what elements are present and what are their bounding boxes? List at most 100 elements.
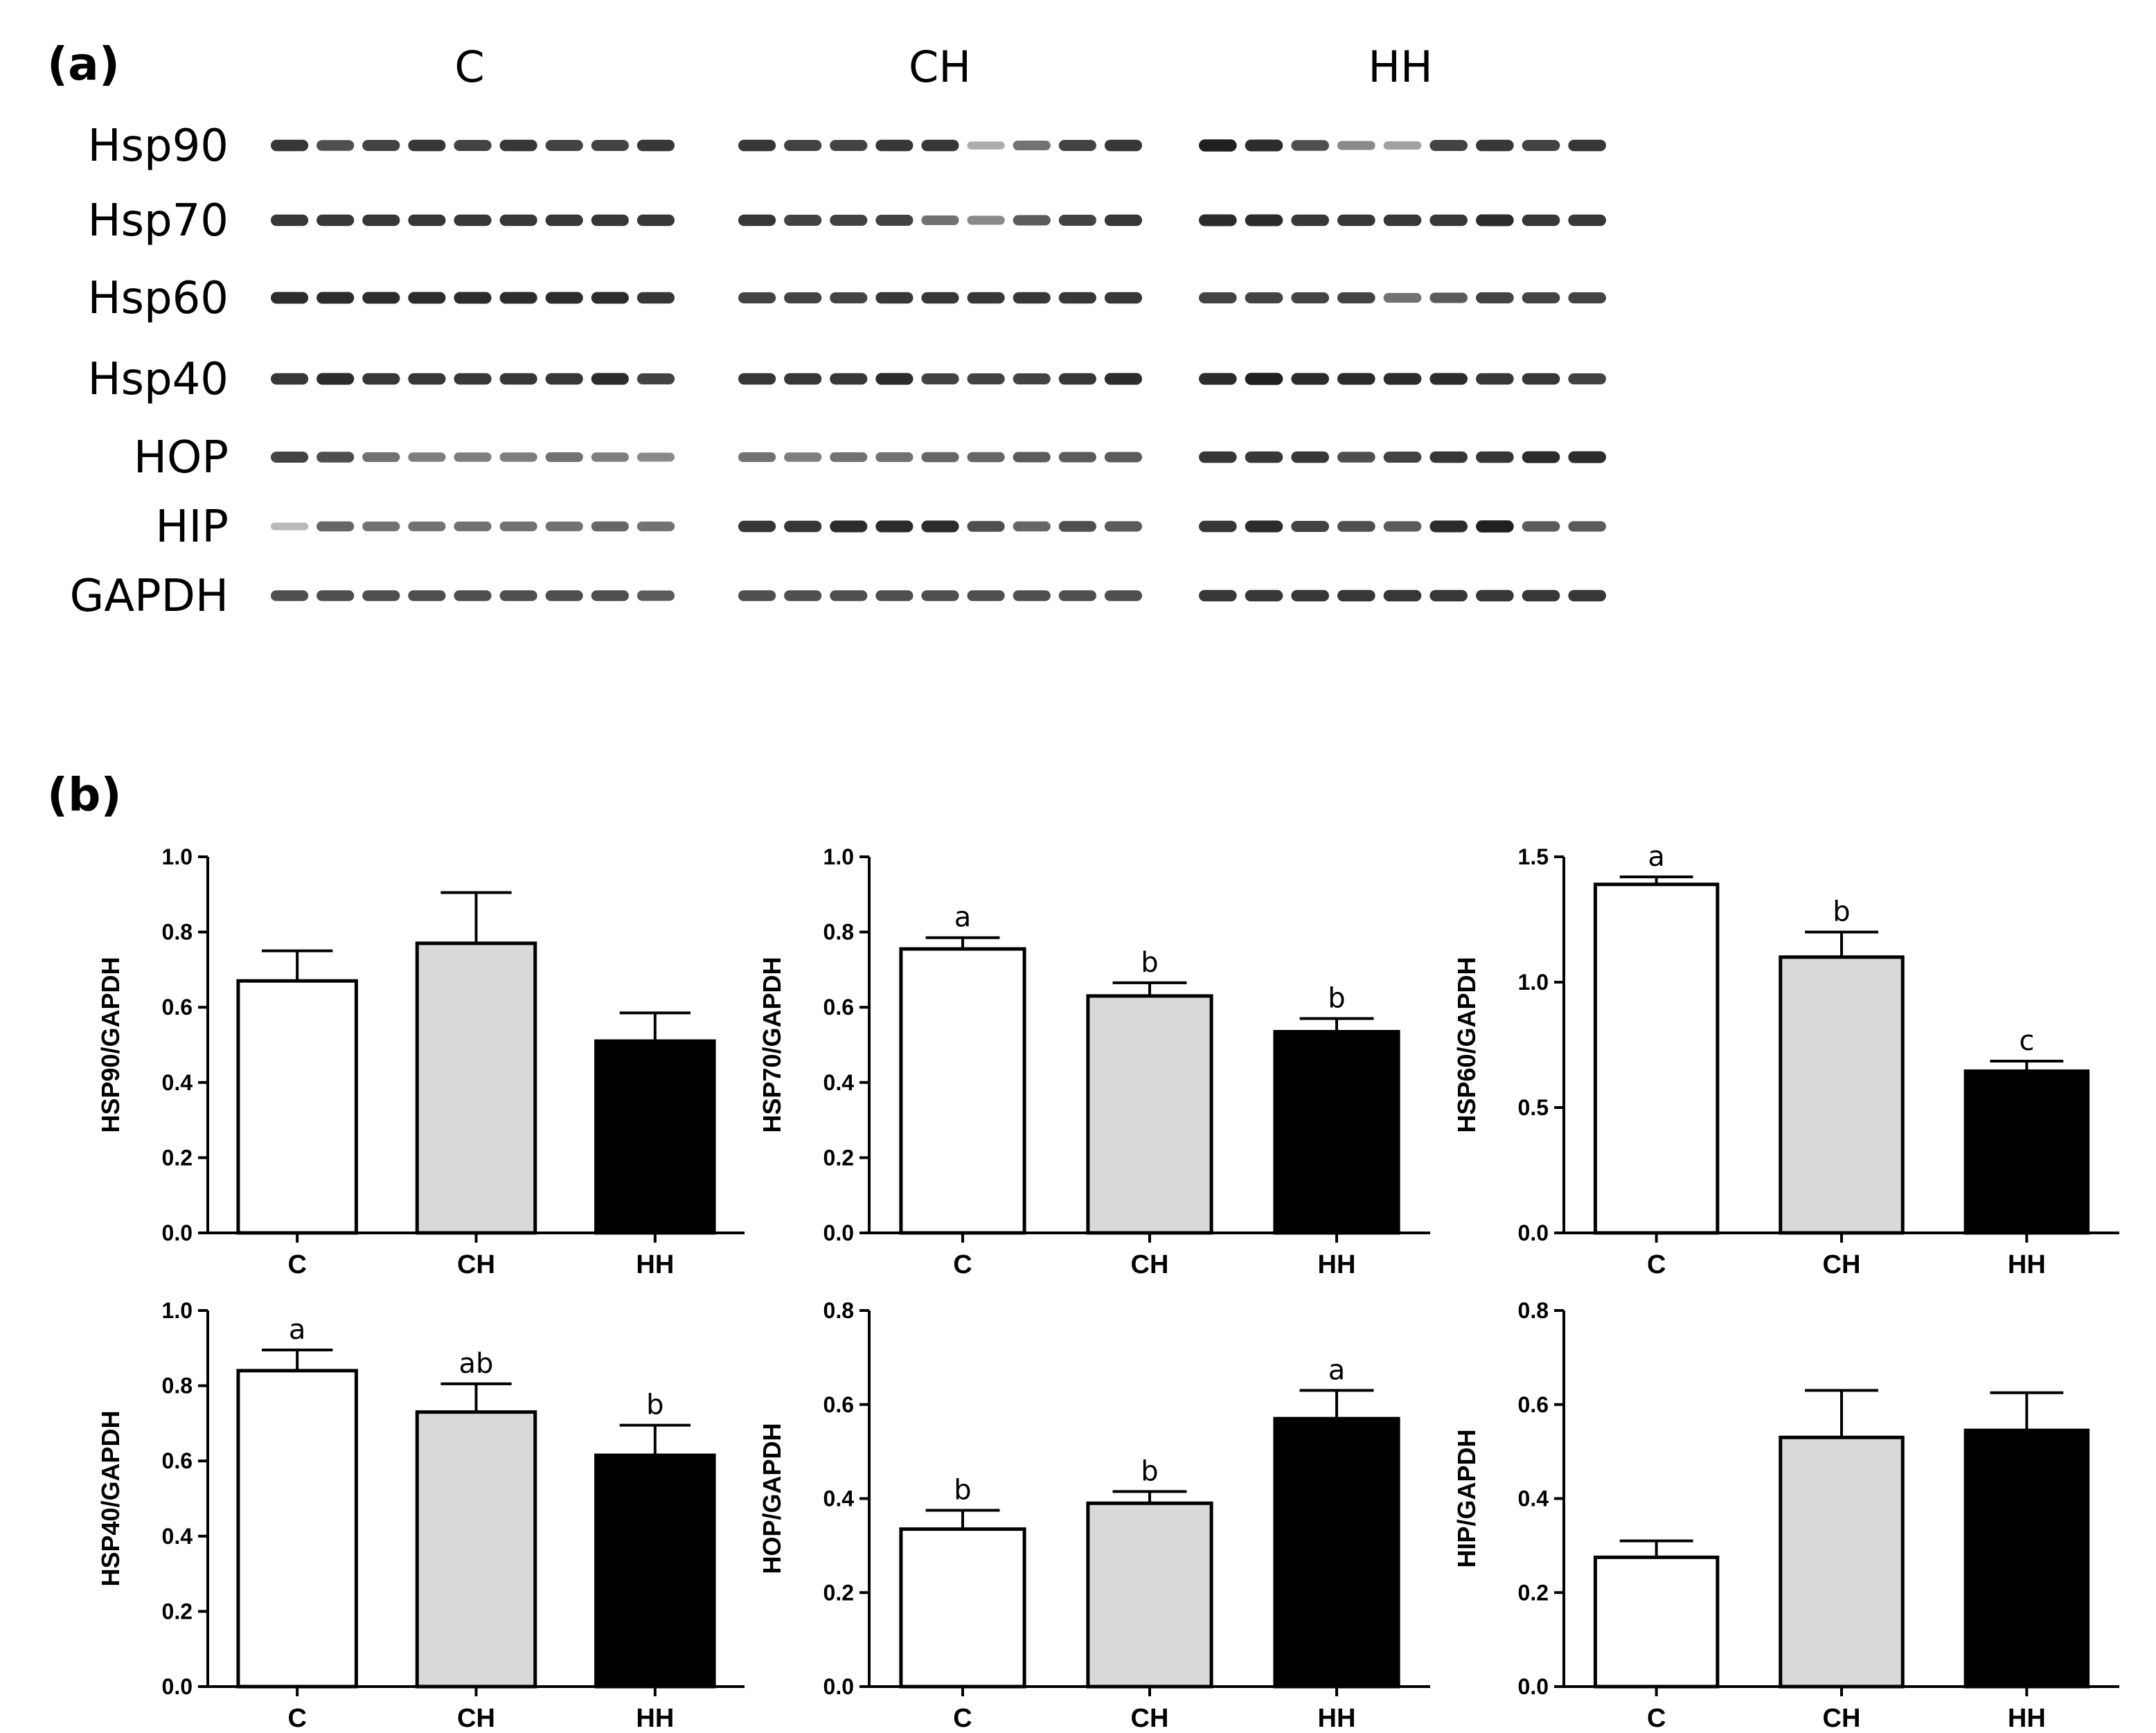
blot-band-hip-ch-lane-2: [784, 520, 822, 533]
blot-band-hip-hh-lane-5: [1383, 521, 1422, 532]
blot-band-hip-c-lane-6: [499, 522, 537, 531]
blot-band-hsp40-hh-lane-3: [1291, 373, 1329, 385]
significance-letter: b: [1328, 982, 1345, 1014]
blot-band-gapdh-hh-lane-7: [1476, 589, 1514, 602]
blot-band-gapdh-c-lane-7: [545, 590, 583, 601]
blot-band-hsp40-ch-lane-5: [921, 373, 959, 384]
panel-a-label: (a): [47, 37, 120, 91]
y-tick-label: 0.2: [823, 1145, 854, 1170]
blot-band-hsp90-ch-lane-8: [1058, 140, 1096, 151]
blot-band-hsp40-c-lane-2: [317, 373, 355, 385]
blot-band-hip-ch-lane-7: [1013, 521, 1051, 532]
blot-band-gapdh-hh-lane-9: [1568, 589, 1606, 602]
significance-letter: c: [2019, 1025, 2034, 1057]
blot-band-hsp40-ch-lane-6: [967, 373, 1005, 384]
blot-band-hsp90-ch-lane-2: [784, 140, 822, 151]
blot-band-gapdh-ch-lane-8: [1058, 590, 1096, 601]
blot-band-hop-hh-lane-7: [1476, 451, 1514, 463]
blot-band-hsp70-hh-lane-9: [1568, 214, 1606, 226]
blot-band-hsp40-c-lane-8: [591, 373, 629, 385]
blot-band-hsp90-hh-lane-7: [1476, 139, 1514, 152]
x-tick-label: HH: [1318, 1704, 1356, 1733]
blot-row-label-hop: HOP: [134, 432, 229, 483]
significance-letter: a: [1328, 1354, 1346, 1386]
blot-band-hsp40-c-lane-7: [545, 373, 583, 385]
blot-band-hsp90-c-lane-7: [545, 140, 583, 151]
blot-band-hsp70-c-lane-6: [499, 214, 537, 226]
blot-band-hop-ch-lane-1: [738, 452, 776, 462]
blot-band-hop-ch-lane-5: [921, 452, 959, 463]
blot-band-hop-c-lane-1: [270, 452, 309, 463]
bar-hh: [1963, 1069, 2090, 1235]
blot-band-hsp90-c-lane-2: [317, 140, 355, 151]
blot-band-hsp60-ch-lane-6: [967, 292, 1005, 304]
blot-band-hsp60-hh-lane-3: [1291, 292, 1329, 303]
x-tick-label: C: [953, 1704, 972, 1733]
blot-band-gapdh-hh-lane-1: [1199, 589, 1237, 602]
significance-letter: b: [954, 1474, 971, 1506]
blot-band-hsp40-ch-lane-2: [784, 373, 822, 385]
blot-band-gapdh-c-lane-5: [454, 590, 492, 601]
y-tick-label: 0.6: [823, 1392, 854, 1417]
blot-band-hsp90-hh-lane-2: [1245, 139, 1283, 152]
blot-band-hsp40-c-lane-6: [499, 373, 537, 385]
blot-band-hsp60-c-lane-5: [454, 292, 492, 304]
blot-band-gapdh-ch-lane-3: [830, 590, 868, 601]
y-tick-label: 1.0: [162, 844, 193, 869]
blot-band-gapdh-ch-lane-1: [738, 590, 776, 601]
blot-band-hsp60-c-lane-4: [408, 292, 446, 304]
blot-band-hop-hh-lane-9: [1568, 451, 1606, 463]
x-tick-label: HH: [2008, 1704, 2046, 1733]
blot-band-hsp70-hh-lane-4: [1337, 214, 1375, 226]
blot-band-hsp70-c-lane-5: [454, 214, 492, 226]
blot-band-hip-hh-lane-4: [1337, 521, 1375, 532]
blot-band-hsp70-ch-lane-2: [784, 215, 822, 226]
blot-band-hsp70-hh-lane-7: [1476, 214, 1514, 226]
blot-band-hsp70-c-lane-9: [636, 214, 675, 226]
blot-band-hsp90-c-lane-3: [362, 140, 400, 151]
blot-band-gapdh-ch-lane-2: [784, 590, 822, 601]
bar-c: [1593, 1555, 1720, 1689]
y-tick-label: 0.0: [162, 1220, 193, 1245]
chart-hop-gapdh: 0.0 0.2 0.4 0.6 0.8 HOP/GAPDH Cb CH b HH a: [758, 1298, 1430, 1733]
bar-ch: [415, 941, 537, 1235]
blot-band-hop-c-lane-7: [545, 452, 583, 462]
blot-band-hsp60-ch-lane-1: [738, 292, 776, 303]
blot-band-hsp90-ch-lane-4: [875, 139, 914, 152]
blot-band-hsp70-ch-lane-6: [967, 215, 1005, 225]
blot-band-hop-c-lane-5: [454, 452, 492, 462]
blot-band-hsp60-hh-lane-9: [1568, 292, 1606, 303]
y-axis-label: HIP/GAPDH: [1452, 1429, 1481, 1567]
blot-band-gapdh-c-lane-6: [499, 590, 537, 601]
blot-band-hsp90-hh-lane-6: [1429, 140, 1468, 151]
blot-band-hip-hh-lane-8: [1522, 521, 1560, 532]
x-tick-label: CH: [457, 1250, 495, 1279]
blot-band-hsp60-c-lane-7: [545, 292, 583, 304]
blot-row-label-hsp60: Hsp60: [87, 273, 229, 324]
blot-band-hop-ch-lane-2: [784, 452, 822, 462]
blot-band-hsp60-hh-lane-6: [1429, 292, 1468, 303]
y-tick-label: 1.5: [1518, 844, 1549, 869]
blot-band-hip-c-lane-3: [362, 522, 400, 531]
blot-band-gapdh-hh-lane-4: [1337, 589, 1375, 602]
y-tick-label: 0.8: [162, 920, 193, 945]
blot-band-hsp70-ch-lane-9: [1104, 214, 1143, 226]
blot-band-hsp60-c-lane-9: [636, 292, 675, 304]
blot-band-hsp70-c-lane-4: [408, 214, 446, 226]
y-tick-label: 0.8: [162, 1374, 193, 1398]
blot-band-hip-hh-lane-6: [1429, 520, 1468, 533]
blot-band-hsp60-ch-lane-7: [1013, 292, 1051, 304]
blot-band-gapdh-ch-lane-4: [875, 590, 914, 601]
blot-band-hop-c-lane-8: [591, 452, 629, 462]
blot-band-gapdh-ch-lane-6: [967, 590, 1005, 601]
blot-band-hsp70-ch-lane-4: [875, 215, 914, 226]
blot-band-hop-c-lane-9: [636, 452, 675, 462]
blot-band-hsp40-ch-lane-8: [1058, 373, 1096, 385]
blot-band-hsp60-ch-lane-9: [1104, 292, 1143, 304]
western-blot-panel: (a) C CH HH Hsp90 Hsp70 Hsp60 Hsp40 HOP HIP GA…: [47, 37, 1606, 622]
blot-band-hsp60-hh-lane-4: [1337, 292, 1375, 303]
blot-row-label-gapdh: GAPDH: [70, 571, 229, 622]
y-tick-label: 1.0: [162, 1298, 193, 1323]
bar-ch: [1779, 955, 1905, 1235]
blot-row-label-hsp70: Hsp70: [87, 195, 229, 247]
